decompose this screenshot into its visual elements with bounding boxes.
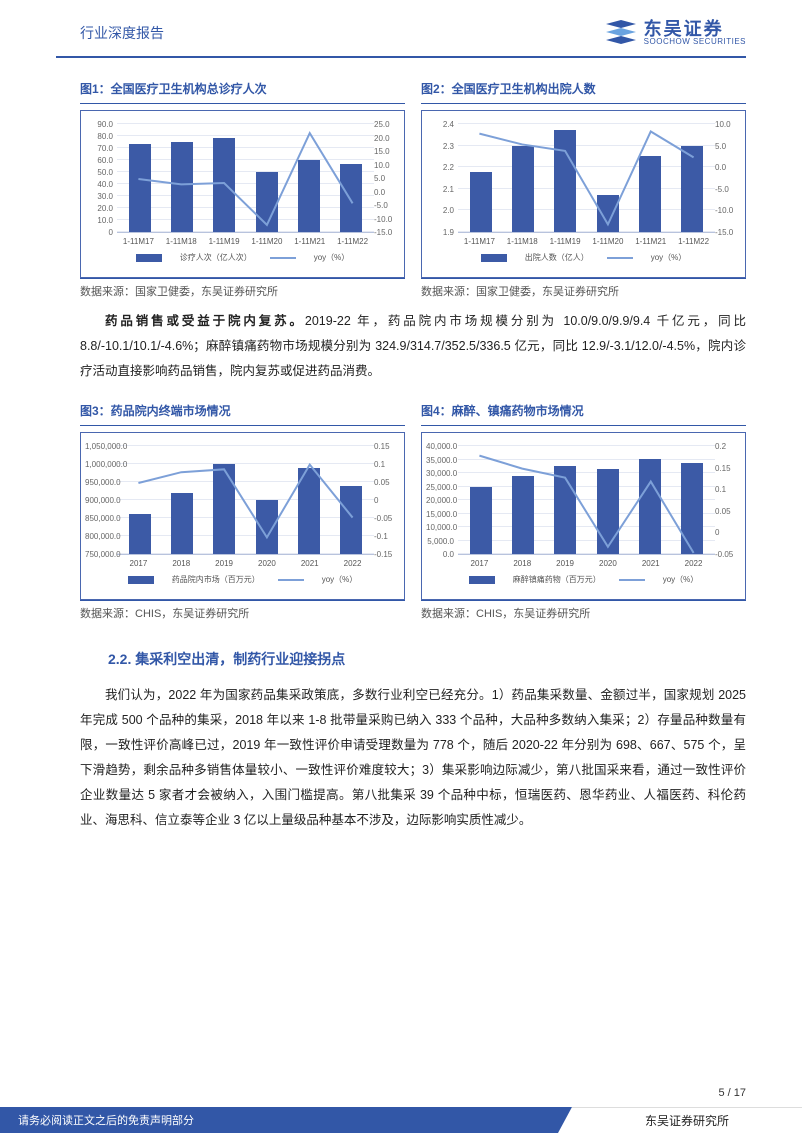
report-type: 行业深度报告 [80,23,164,43]
chart1: 010.020.030.040.050.060.070.080.090.0-15… [80,110,405,278]
chart-row-2: 图3：药品院内终端市场情况 750,000.0800,000.0850,000.… [80,398,746,621]
chart4: 0.05,000.010,000.015,000.020,000.025,000… [421,432,746,600]
chart3: 750,000.0800,000.0850,000.0900,000.0950,… [80,432,405,600]
p1-bold: 药品销售或受益于院内复苏。 [105,314,305,328]
chart4-title: 图4：麻醉、镇痛药物市场情况 [421,398,746,426]
chart1-source: 数据来源：国家卫健委，东吴证券研究所 [80,278,405,299]
chart2: 1.92.02.12.22.32.4-15.0-10.0-5.00.05.010… [421,110,746,278]
chart4-source: 数据来源：CHIS，东吴证券研究所 [421,600,746,621]
page-header: 行业深度报告 东吴证券 SOOCHOW SECURITIES [56,0,746,58]
chart3-title: 图3：药品院内终端市场情况 [80,398,405,426]
footer-org: 东吴证券研究所 [572,1107,802,1133]
page-number: 5 / 17 [718,1087,746,1099]
logo-en: SOOCHOW SECURITIES [644,38,746,46]
paragraph-2: 我们认为，2022 年为国家药品集采政策底，多数行业利空已经充分。1）药品集采数… [80,683,746,833]
logo-mark-icon [604,20,638,46]
chart2-title: 图2：全国医疗卫生机构出院人数 [421,76,746,104]
chart2-source: 数据来源：国家卫健委，东吴证券研究所 [421,278,746,299]
footer-disclaimer: 请务必阅读正文之后的免责声明部分 [0,1107,572,1133]
footer: 请务必阅读正文之后的免责声明部分 东吴证券研究所 [0,1107,802,1133]
section-2-2-heading: 2.2. 集采利空出清，制药行业迎接拐点 [108,649,746,669]
chart1-title: 图1：全国医疗卫生机构总诊疗人次 [80,76,405,104]
p2-b1: 我们认为，2022 年为国家药品集采政策底，多数行业利空已经充分。1）药品集采数… [105,688,664,702]
p2-b3: 3）集采影响边际减少， [422,763,556,777]
chart3-source: 数据来源：CHIS，东吴证券研究所 [80,600,405,621]
page-content: 图1：全国医疗卫生机构总诊疗人次 010.020.030.040.050.060… [0,58,802,833]
brand-logo: 东吴证券 SOOCHOW SECURITIES [604,20,746,46]
chart-row-1: 图1：全国医疗卫生机构总诊疗人次 010.020.030.040.050.060… [80,76,746,299]
paragraph-1: 药品销售或受益于院内复苏。2019-22 年，药品院内市场规模分别为 10.0/… [80,309,746,384]
logo-cn: 东吴证券 [644,20,746,38]
